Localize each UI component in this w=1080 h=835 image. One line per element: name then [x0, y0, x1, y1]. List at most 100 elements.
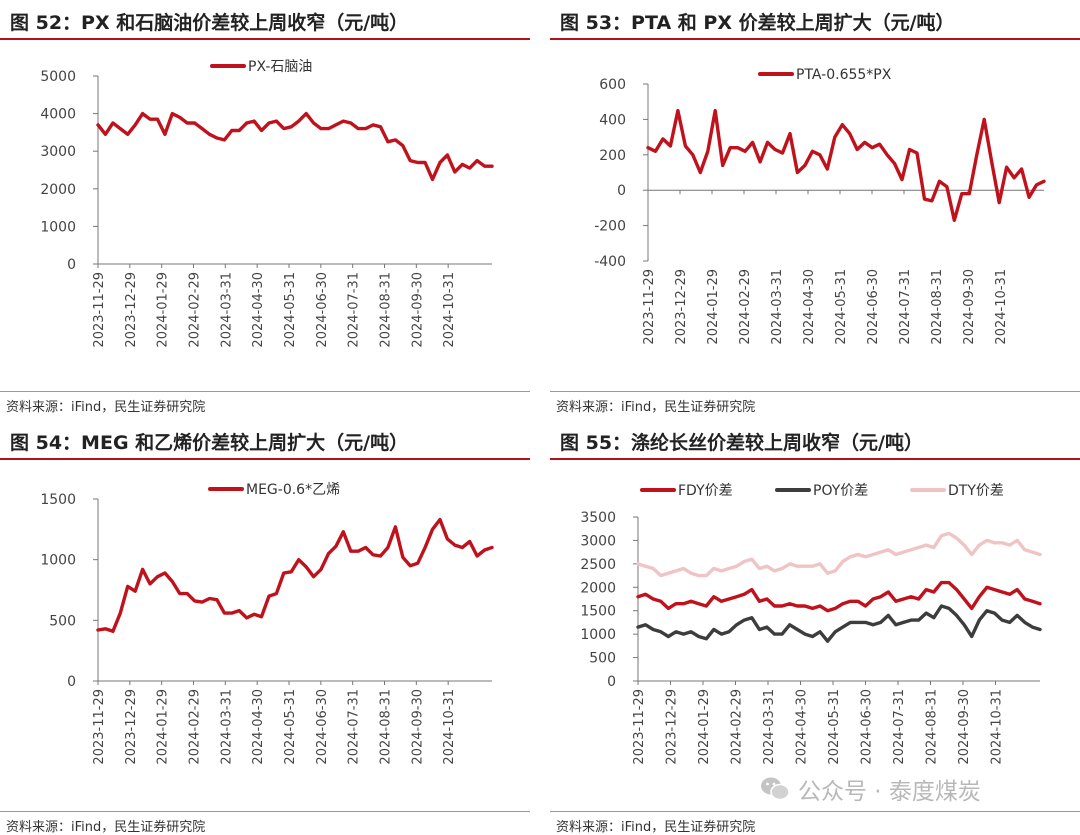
x-tick-label: 2023-12-29	[124, 689, 139, 765]
x-tick-label: 2024-02-29	[188, 689, 203, 765]
y-tick-label: 1000	[40, 553, 76, 569]
chart-panel-pta-px: 图 53：PTA 和 PX 价差较上周扩大（元/吨） -400 -200 0 200 4…	[550, 0, 1080, 416]
x-tick-label: 2023-11-29	[92, 272, 107, 348]
y-tick-label: 0	[67, 674, 76, 690]
x-tick-label: 2023-11-29	[92, 689, 107, 765]
x-tick-label: 2024-03-31	[219, 689, 234, 765]
x-tick-label: 2024-01-29	[156, 272, 171, 348]
y-tick-label: 1000	[40, 219, 76, 235]
x-tick-label: 2024-01-29	[706, 269, 721, 345]
source-rule	[550, 811, 1080, 812]
x-tick-label: 2024-08-31	[379, 689, 394, 765]
wechat-icon	[761, 777, 790, 801]
x-tick-label: 2024-04-30	[795, 689, 810, 765]
x-tick-label: 2024-10-31	[442, 689, 457, 765]
series-line-0	[96, 111, 494, 182]
chart-title: 图 55：涤纶长丝价差较上周收窄（元/吨）	[560, 432, 923, 454]
x-tick-label: 2024-08-31	[379, 272, 394, 348]
x-tick-label: 2024-06-30	[860, 689, 875, 765]
y-tick-label: 0	[67, 257, 76, 273]
y-tick-label: 2500	[580, 557, 616, 573]
x-tick-label: 2024-04-30	[802, 269, 817, 345]
source-rule	[0, 811, 530, 812]
series-line-2	[636, 531, 1042, 578]
x-tick-label: 2024-02-29	[730, 689, 745, 765]
x-tick-label: 2024-07-31	[347, 272, 362, 348]
title-rule	[550, 458, 1080, 460]
watermark-text: 公众号 · 泰度煤炭	[798, 779, 981, 805]
chart-panel-polyester-filament: 图 55：涤纶长丝价差较上周收窄（元/吨） 0 500 1000 1500 2000 25…	[550, 420, 1080, 835]
x-tick-label: 2024-02-29	[738, 269, 753, 345]
x-tick-label: 2024-07-31	[898, 269, 913, 345]
y-tick-label: 500	[589, 651, 616, 667]
watermark: 公众号 · 泰度煤炭	[760, 772, 981, 806]
source-note: 资料来源：iFind，民生证券研究院	[556, 820, 756, 835]
x-tick-label: 2024-06-30	[866, 269, 881, 345]
x-tick-label: 2024-10-31	[442, 272, 457, 348]
y-tick-label: 5000	[40, 69, 76, 85]
y-tick-label: 500	[49, 613, 76, 629]
x-tick-label: 2024-09-30	[957, 689, 972, 765]
legend-label: FDY价差	[678, 483, 733, 499]
y-tick-label: 1000	[580, 627, 616, 643]
x-tick-label: 2024-09-30	[962, 269, 977, 345]
x-tick-label: 2024-05-31	[283, 272, 298, 348]
x-tick-label: 2024-01-29	[697, 689, 712, 765]
series-line-1	[636, 604, 1042, 643]
x-tick-label: 2024-01-29	[156, 689, 171, 765]
x-tick-label: 2024-03-31	[770, 269, 785, 345]
x-tick-label: 2024-06-30	[315, 272, 330, 348]
y-tick-label: 1500	[580, 604, 616, 620]
x-tick-label: 2024-05-31	[283, 689, 298, 765]
x-tick-label: 2023-12-29	[124, 272, 139, 348]
y-tick-label: 3000	[40, 144, 76, 160]
x-tick-label: 2024-06-30	[315, 689, 330, 765]
x-tick-label: 2024-07-31	[892, 689, 907, 765]
x-tick-label: 2024-02-29	[188, 272, 203, 348]
y-tick-label: 0	[607, 674, 616, 690]
x-tick-label: 2024-09-30	[410, 689, 425, 765]
chart-title: 图 53：PTA 和 PX 价差较上周扩大（元/吨）	[560, 12, 955, 34]
x-tick-label: 2024-08-31	[925, 689, 940, 765]
title-rule	[550, 38, 1080, 40]
x-tick-label: 2024-09-30	[410, 272, 425, 348]
y-tick-label: 200	[599, 148, 626, 164]
y-tick-label: 3500	[580, 510, 616, 526]
x-tick-label: 2023-11-29	[632, 689, 647, 765]
y-tick-label: 0	[617, 183, 626, 199]
title-rule	[0, 38, 530, 40]
y-tick-label: 600	[599, 77, 626, 93]
series-line-0	[96, 517, 494, 634]
legend-label: DTY价差	[948, 483, 1004, 499]
y-tick-label: 3000	[580, 533, 616, 549]
y-tick-label: 1500	[40, 492, 76, 508]
x-tick-label: 2024-04-30	[251, 272, 266, 348]
x-tick-label: 2024-07-31	[347, 689, 362, 765]
x-tick-label: 2024-10-31	[994, 269, 1009, 345]
x-tick-label: 2023-11-29	[642, 269, 657, 345]
source-note: 资料来源：iFind，民生证券研究院	[556, 400, 756, 415]
y-tick-label: 4000	[40, 107, 76, 123]
y-tick-label: -400	[594, 254, 626, 270]
line-chart-px-naphtha: 0 1000 2000 3000 4000 5000 2023-11-29 2023-12-2…	[40, 59, 494, 348]
series-line-0	[646, 108, 1046, 223]
legend-label: POY价差	[813, 483, 868, 499]
x-tick-label: 2024-03-31	[762, 689, 777, 765]
source-note: 资料来源：iFind，民生证券研究院	[6, 820, 206, 835]
line-chart-polyester-filament: 0 500 1000 1500 2000 2500 3000 3500 2023-11-29 20…	[580, 483, 1042, 765]
x-tick-label: 2024-08-31	[930, 269, 945, 345]
legend-label: PTA-0.655*PX	[796, 67, 892, 83]
line-chart-meg-ethylene: 0 500 1000 1500 2023-11-29 2023-12-29 2024-01-…	[40, 482, 494, 765]
source-rule	[550, 391, 1080, 392]
y-tick-label: 400	[599, 112, 626, 128]
y-tick-label: -200	[594, 219, 626, 235]
legend-label: MEG-0.6*乙烯	[246, 482, 340, 498]
x-tick-label: 2024-04-30	[251, 689, 266, 765]
line-chart-pta-px: -400 -200 0 200 400 600 2023-11-29 2023-12-29 20…	[594, 67, 1046, 345]
legend-label: PX-石脑油	[248, 59, 312, 75]
y-tick-label: 2000	[580, 580, 616, 596]
chart-panel-px-naphtha: 图 52：PX 和石脑油价差较上周收窄（元/吨） 0 1000 2000 3000 40…	[0, 0, 530, 416]
source-rule	[0, 391, 530, 392]
source-note: 资料来源：iFind，民生证券研究院	[6, 400, 206, 415]
chart-title: 图 52：PX 和石脑油价差较上周收窄（元/吨）	[10, 12, 409, 34]
